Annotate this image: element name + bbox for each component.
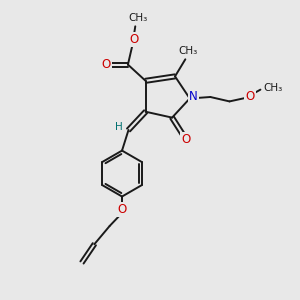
Text: O: O [129,33,138,46]
Text: H: H [115,122,123,132]
Text: CH₃: CH₃ [129,13,148,23]
Text: O: O [181,133,190,146]
Text: O: O [245,90,254,103]
Text: O: O [101,58,110,71]
Text: N: N [189,90,198,103]
Text: CH₃: CH₃ [179,46,198,56]
Text: O: O [117,203,127,216]
Text: CH₃: CH₃ [263,82,282,93]
